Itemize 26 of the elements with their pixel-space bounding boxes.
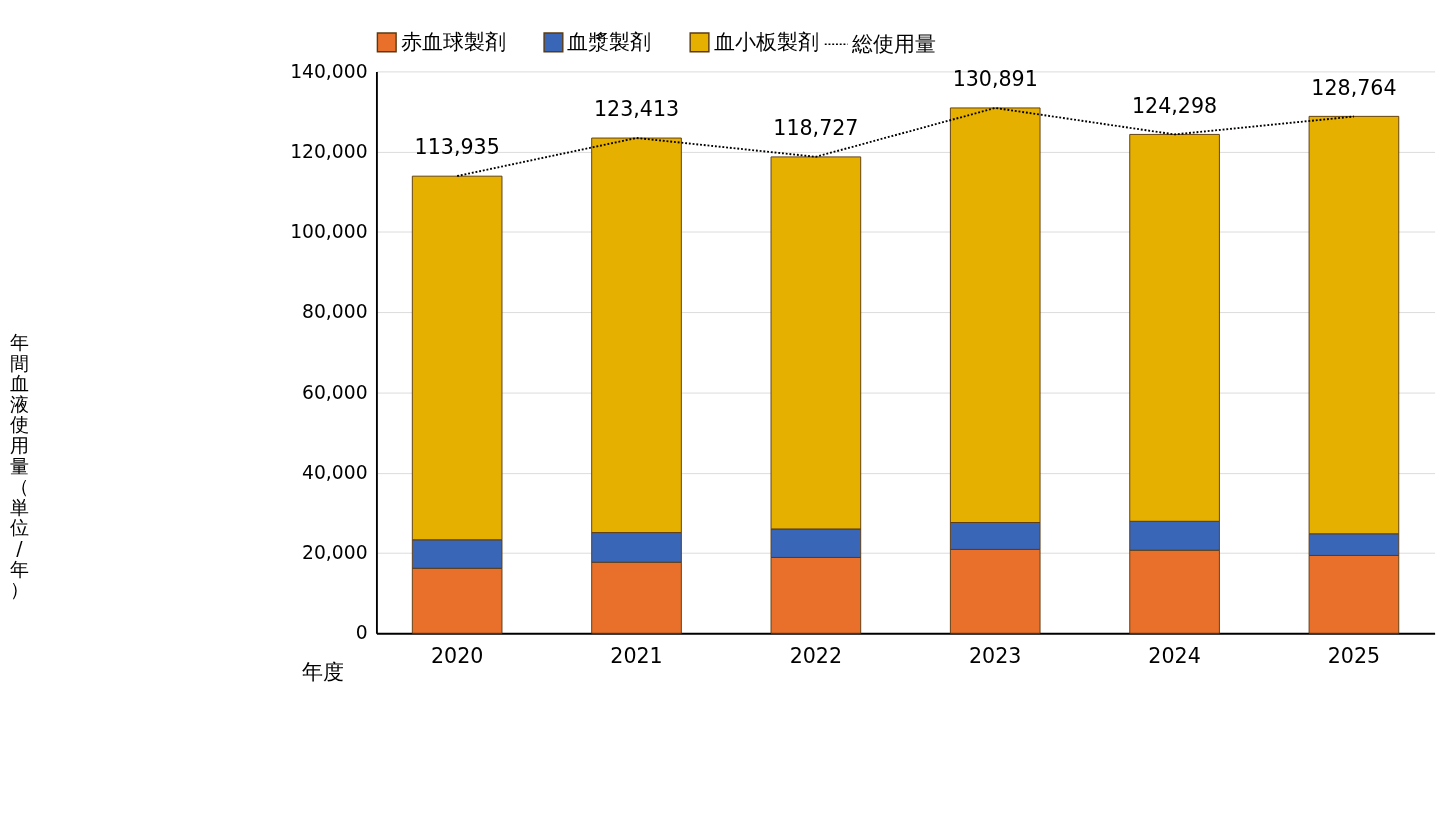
legend-label: 血漿製剤 bbox=[567, 29, 652, 54]
text: 年間血液使用量（単位/年） bbox=[9, 332, 29, 601]
y-tick-label: 40,000 bbox=[302, 461, 368, 483]
data-label: 123,413 bbox=[593, 97, 680, 122]
legend-label: 血小板製剤 bbox=[713, 29, 819, 54]
y-tick-label: 80,000 bbox=[302, 301, 368, 323]
y-tick-label: 140,000 bbox=[290, 60, 368, 82]
data-label: 130,891 bbox=[952, 67, 1038, 92]
data-label: 118,727 bbox=[773, 116, 859, 141]
x-tick-label: 2021 bbox=[610, 643, 663, 668]
x-tick-label: 2022 bbox=[789, 643, 843, 668]
x-tick-label: 2020 bbox=[430, 643, 484, 668]
y-tick-label: 100,000 bbox=[290, 221, 368, 243]
y-tick-label: 20,000 bbox=[302, 542, 368, 564]
y-tick-label: 120,000 bbox=[290, 140, 368, 162]
y-tick-label: 60,000 bbox=[302, 381, 368, 403]
data-label: 113,935 bbox=[414, 135, 500, 160]
y-tick-label: 0 bbox=[355, 622, 368, 644]
x-tick-label: 2025 bbox=[1327, 643, 1381, 668]
legend-label: 総使用量 bbox=[851, 31, 937, 56]
x-tick-label: 2023 bbox=[969, 643, 1022, 668]
data-label: 128,764 bbox=[1311, 75, 1397, 100]
x-tick-label: 2024 bbox=[1148, 643, 1201, 668]
x-axis-title: 年度 bbox=[301, 660, 344, 685]
legend-label: 赤血球製剤 bbox=[400, 29, 506, 54]
data-label: 124,298 bbox=[1131, 93, 1218, 118]
